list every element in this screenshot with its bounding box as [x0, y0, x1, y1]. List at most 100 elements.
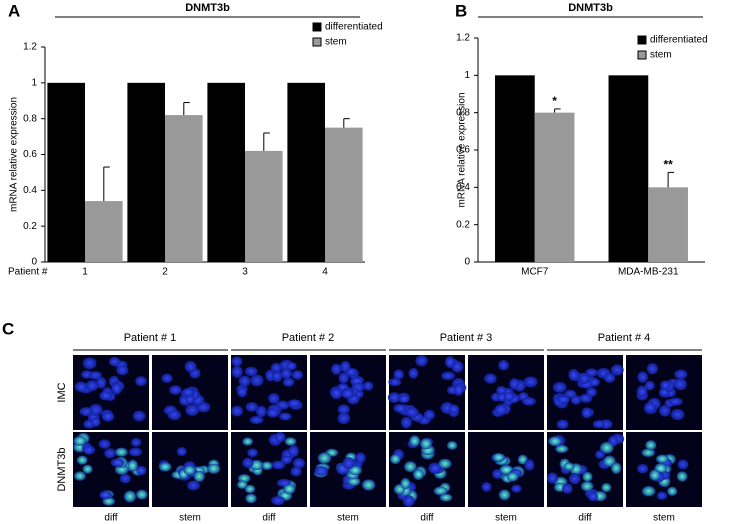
nucleus: [280, 368, 292, 379]
micrograph: [73, 432, 149, 507]
bar: [534, 112, 575, 263]
x-tick-label: 1: [82, 267, 88, 278]
x-tick-label: 2: [162, 267, 168, 278]
nucleus: [563, 462, 575, 471]
nucleus: [599, 441, 614, 454]
x-axis-label: Patient #: [8, 267, 48, 278]
nucleus: [193, 470, 205, 483]
nucleus: [492, 469, 503, 479]
nucleus: [283, 484, 296, 495]
nucleus: [393, 403, 407, 413]
nucleus: [637, 463, 649, 474]
nucleus: [242, 457, 254, 469]
x-tick-label: 3: [242, 267, 248, 278]
nucleus: [587, 491, 598, 502]
nucleus: [270, 362, 282, 373]
nucleus: [562, 483, 573, 494]
column-label: diff: [104, 513, 117, 524]
micrograph: [73, 355, 149, 430]
legend-swatch: [637, 35, 647, 45]
patient-label: Patient # 1: [124, 332, 177, 344]
nucleus: [556, 419, 569, 430]
micrograph: [468, 355, 544, 430]
nucleus: [585, 368, 598, 377]
y-tick-label: 1.2: [23, 42, 37, 53]
nucleus: [388, 378, 402, 387]
nucleus: [387, 392, 401, 403]
nucleus: [641, 485, 656, 497]
nucleus: [114, 447, 128, 457]
nucleus: [660, 380, 671, 391]
nucleus: [568, 473, 581, 485]
nucleus: [492, 452, 505, 462]
micrograph: [468, 432, 544, 507]
nucleus: [96, 376, 107, 389]
x-tick-label: MDA-MB-231: [618, 267, 679, 278]
nucleus: [288, 445, 299, 458]
nucleus: [184, 360, 197, 373]
y-tick-label: 0.6: [456, 145, 470, 156]
nucleus: [111, 382, 122, 395]
nucleus: [242, 437, 253, 446]
nucleus: [79, 407, 94, 417]
bar: [608, 75, 649, 262]
nucleus: [498, 489, 511, 501]
legend-swatch: [312, 37, 322, 47]
nucleus: [82, 464, 93, 474]
nucleus: [645, 440, 657, 451]
nucleus: [330, 387, 343, 400]
nucleus: [74, 381, 88, 393]
nucleus: [451, 361, 464, 373]
bar: [165, 115, 203, 262]
nucleus: [268, 393, 280, 404]
nucleus: [167, 409, 181, 421]
nucleus: [132, 410, 146, 422]
nucleus: [88, 371, 102, 380]
nucleus: [409, 435, 421, 447]
nucleus: [90, 417, 101, 427]
nucleus: [405, 407, 419, 418]
nucleus: [677, 459, 689, 470]
nucleus: [245, 402, 259, 412]
nucleus: [292, 457, 305, 469]
nucleus: [402, 495, 415, 507]
bar: [85, 201, 123, 262]
nucleus: [347, 476, 361, 486]
nucleus: [101, 411, 115, 422]
y-tick-label: 0.8: [23, 113, 37, 124]
micrograph: [231, 355, 307, 430]
nucleus: [290, 466, 302, 477]
bar: [207, 82, 245, 262]
y-tick-label: 0.6: [23, 149, 37, 160]
nucleus: [266, 408, 280, 418]
panel-label: B: [455, 1, 467, 20]
panel-label: C: [2, 319, 14, 338]
bar: [325, 127, 363, 262]
nucleus: [524, 459, 535, 471]
nucleus: [287, 399, 301, 408]
column-label: diff: [578, 513, 591, 524]
nucleus: [261, 461, 273, 470]
nucleus: [176, 447, 187, 456]
patient-label: Patient # 3: [440, 332, 493, 344]
nucleus: [331, 363, 342, 375]
legend-swatch: [312, 22, 322, 32]
row-label: IMC: [56, 382, 68, 402]
column-label: diff: [420, 513, 433, 524]
nucleus: [250, 374, 264, 387]
nucleus: [128, 447, 143, 457]
error-bar: [183, 102, 190, 116]
nucleus: [595, 450, 606, 459]
nucleus: [592, 420, 605, 429]
nucleus: [337, 404, 350, 415]
nucleus: [99, 391, 113, 401]
nucleus: [400, 477, 411, 490]
nucleus: [271, 495, 286, 506]
nucleus: [637, 371, 648, 383]
nucleus: [498, 359, 510, 371]
nucleus: [85, 380, 99, 392]
micrograph: [547, 432, 625, 507]
nucleus: [338, 372, 349, 384]
nucleus: [659, 404, 671, 417]
